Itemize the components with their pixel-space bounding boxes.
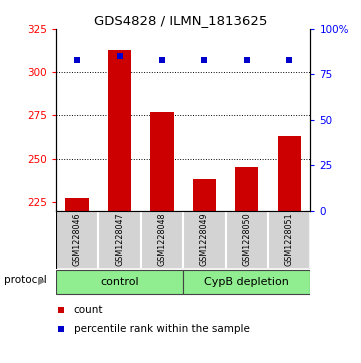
Text: percentile rank within the sample: percentile rank within the sample: [74, 323, 250, 334]
Point: [58, 326, 64, 331]
Text: GSM1228046: GSM1228046: [73, 213, 82, 266]
Bar: [193, 179, 216, 211]
Bar: [226, 211, 268, 269]
Bar: [56, 211, 98, 269]
Bar: [235, 167, 258, 211]
Point: [117, 53, 122, 59]
Point: [201, 57, 207, 63]
Point: [74, 57, 80, 63]
Text: ▶: ▶: [38, 276, 45, 285]
Bar: [56, 270, 183, 294]
Point: [159, 57, 165, 63]
Text: GSM1228047: GSM1228047: [115, 213, 124, 266]
Text: control: control: [100, 277, 139, 287]
Bar: [98, 211, 141, 269]
Point: [58, 307, 64, 313]
Text: GDS4828 / ILMN_1813625: GDS4828 / ILMN_1813625: [94, 15, 267, 28]
Bar: [108, 50, 131, 211]
Text: GSM1228048: GSM1228048: [157, 213, 166, 266]
Text: GSM1228051: GSM1228051: [285, 213, 294, 266]
Bar: [278, 136, 301, 211]
Bar: [65, 199, 89, 211]
Point: [244, 57, 250, 63]
Text: count: count: [74, 305, 103, 315]
Text: CypB depletion: CypB depletion: [204, 277, 289, 287]
Text: GSM1228049: GSM1228049: [200, 213, 209, 266]
Bar: [150, 112, 174, 211]
Point: [286, 57, 292, 63]
Bar: [141, 211, 183, 269]
Text: GSM1228050: GSM1228050: [242, 213, 251, 266]
Bar: [268, 211, 310, 269]
Bar: [183, 270, 310, 294]
Bar: [183, 211, 226, 269]
Text: protocol: protocol: [4, 276, 46, 285]
